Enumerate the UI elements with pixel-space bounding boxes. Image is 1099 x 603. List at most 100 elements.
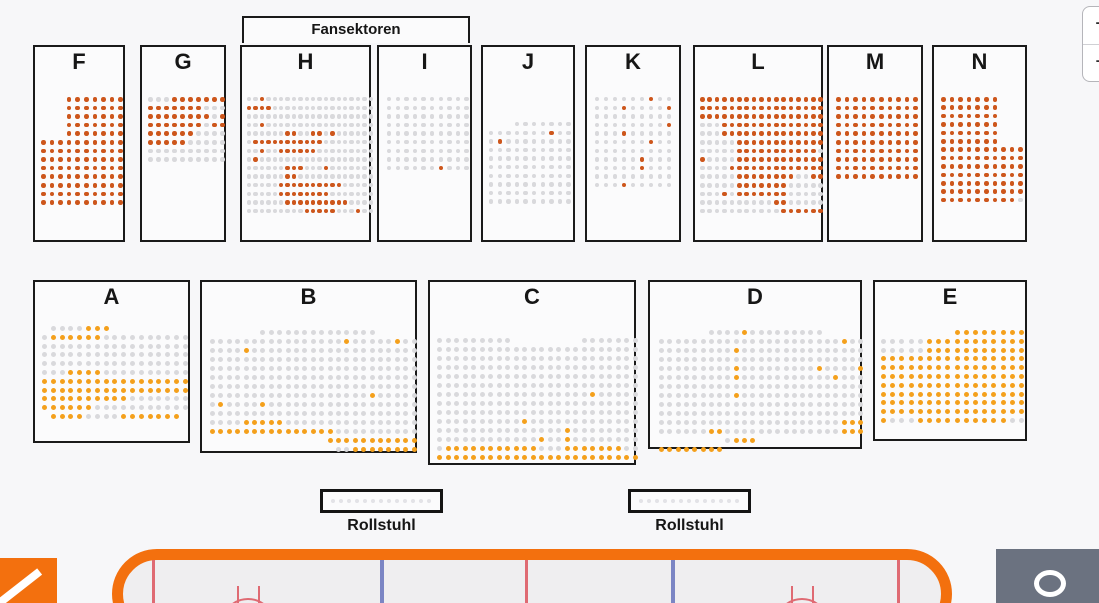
seat-dot-available[interactable]	[66, 114, 72, 119]
seat-dot-available[interactable]	[92, 105, 98, 111]
seat-dot-available[interactable]	[766, 140, 772, 145]
seat-dot-available[interactable]	[285, 165, 290, 171]
seat-dot-available[interactable]	[788, 105, 794, 111]
seat-dot-available[interactable]	[896, 148, 901, 154]
seat-dot-available[interactable]	[302, 429, 308, 434]
seat-dot-available[interactable]	[973, 382, 978, 388]
seat-dot-available[interactable]	[1009, 172, 1015, 178]
seat-dot-available[interactable]	[853, 114, 858, 119]
seat-dot-available[interactable]	[992, 181, 998, 186]
seat-dot-available[interactable]	[858, 366, 864, 371]
seat-dot-available[interactable]	[260, 402, 266, 407]
seat-dot-available[interactable]	[904, 174, 910, 179]
seat-dot-available[interactable]	[1000, 356, 1006, 362]
seat-dot-available[interactable]	[963, 418, 969, 423]
seat-dot-available[interactable]	[182, 378, 188, 384]
seat-dot-available[interactable]	[279, 191, 284, 196]
seat-dot-available[interactable]	[844, 131, 850, 136]
seat-dot-available[interactable]	[109, 148, 115, 154]
seat-dot-available[interactable]	[982, 391, 988, 397]
seat-dot-available[interactable]	[881, 356, 886, 362]
seat-dot-available[interactable]	[811, 114, 816, 119]
seat-dot-available[interactable]	[908, 391, 914, 397]
seat-dot-available[interactable]	[949, 181, 955, 186]
seat-dot-available[interactable]	[394, 447, 400, 452]
seat-dot-available[interactable]	[744, 183, 749, 188]
seat-dot-available[interactable]	[982, 330, 988, 335]
seat-dot-available[interactable]	[103, 378, 109, 384]
seat-dot-available[interactable]	[973, 391, 978, 397]
seat-dot-available[interactable]	[984, 189, 989, 194]
seat-dot-available[interactable]	[49, 165, 55, 171]
seat-dot-available[interactable]	[58, 200, 63, 205]
seat-dot-available[interactable]	[311, 148, 316, 153]
seat-dot-available[interactable]	[49, 157, 55, 162]
seat-dot-available[interactable]	[853, 105, 858, 111]
seat-dot-available[interactable]	[861, 97, 867, 102]
seat-dot-available[interactable]	[982, 418, 988, 423]
seat-dot-available[interactable]	[103, 387, 109, 393]
section-C[interactable]: C	[428, 280, 638, 465]
seat-dot-available[interactable]	[50, 396, 56, 402]
seat-dot-available[interactable]	[751, 165, 757, 171]
seat-dot-available[interactable]	[130, 414, 135, 419]
seat-dot-available[interactable]	[908, 382, 914, 388]
seat-dot-available[interactable]	[881, 391, 886, 397]
section-K[interactable]: K	[585, 45, 681, 242]
seat-dot-available[interactable]	[640, 157, 645, 162]
seat-dot-available[interactable]	[927, 374, 932, 379]
section-F[interactable]: F	[33, 45, 125, 242]
section-B[interactable]: B	[200, 280, 417, 453]
seat-dot-available[interactable]	[917, 382, 923, 388]
seat-dot-available[interactable]	[103, 326, 109, 331]
seat-dot-available[interactable]	[870, 122, 875, 128]
seat-dot-available[interactable]	[737, 131, 742, 136]
seat-dot-available[interactable]	[581, 455, 587, 460]
seat-dot-available[interactable]	[890, 382, 896, 388]
seat-dot-available[interactable]	[733, 393, 739, 398]
section-J[interactable]: J	[481, 45, 575, 242]
seat-dot-available[interactable]	[927, 356, 932, 362]
seat-dot-available[interactable]	[844, 140, 850, 145]
seat-dot-available[interactable]	[751, 183, 757, 188]
seat-dot-available[interactable]	[386, 438, 392, 443]
seat-dot-available[interactable]	[973, 409, 978, 415]
seat-dot-available[interactable]	[984, 130, 989, 136]
seat-dot-available[interactable]	[172, 97, 177, 102]
seat-dot-available[interactable]	[963, 338, 969, 344]
seat-dot-available[interactable]	[84, 174, 89, 179]
seat-dot-available[interactable]	[590, 455, 595, 460]
seat-dot-available[interactable]	[844, 105, 850, 111]
seat-dot-available[interactable]	[836, 114, 841, 119]
seat-dot-available[interactable]	[291, 200, 297, 205]
seat-dot-available[interactable]	[982, 356, 988, 362]
seat-dot-available[interactable]	[949, 197, 955, 203]
seat-dot-available[interactable]	[403, 438, 409, 443]
seat-dot-available[interactable]	[729, 122, 735, 128]
seat-dot-available[interactable]	[796, 105, 801, 111]
seat-dot-available[interactable]	[285, 200, 290, 205]
seat-dot-available[interactable]	[522, 455, 527, 460]
seat-dot-available[interactable]	[954, 382, 960, 388]
seat-dot-available[interactable]	[870, 165, 875, 171]
seat-dot-available[interactable]	[330, 183, 335, 188]
seat-dot-available[interactable]	[590, 392, 595, 397]
seat-dot-available[interactable]	[811, 105, 816, 111]
seat-dot-available[interactable]	[982, 374, 988, 379]
seat-dot-available[interactable]	[505, 455, 510, 460]
seat-dot-available[interactable]	[291, 165, 297, 171]
seat-dot-available[interactable]	[904, 157, 910, 162]
seat-dot-available[interactable]	[774, 183, 779, 188]
seat-dot-available[interactable]	[1009, 189, 1015, 194]
seat-dot-available[interactable]	[622, 131, 627, 136]
seat-dot-available[interactable]	[1019, 330, 1024, 335]
seat-dot-available[interactable]	[844, 165, 850, 171]
seat-dot-available[interactable]	[949, 189, 955, 194]
seat-dot-available[interactable]	[975, 181, 980, 186]
seat-dot-available[interactable]	[109, 122, 115, 128]
seat-dot-available[interactable]	[138, 378, 144, 384]
seat-dot-available[interactable]	[58, 157, 63, 162]
seat-dot-available[interactable]	[1000, 409, 1006, 415]
seat-dot-available[interactable]	[896, 165, 901, 171]
seat-dot-available[interactable]	[101, 114, 106, 119]
